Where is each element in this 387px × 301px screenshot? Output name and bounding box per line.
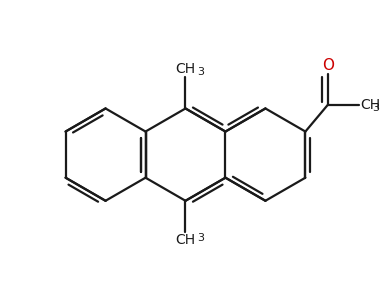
Text: CH: CH bbox=[175, 233, 195, 247]
Text: CH: CH bbox=[175, 62, 195, 76]
Text: O: O bbox=[322, 58, 334, 73]
Text: 3: 3 bbox=[197, 232, 204, 243]
Text: CH: CH bbox=[360, 98, 380, 112]
Text: 3: 3 bbox=[372, 103, 379, 113]
Text: 3: 3 bbox=[197, 67, 204, 77]
